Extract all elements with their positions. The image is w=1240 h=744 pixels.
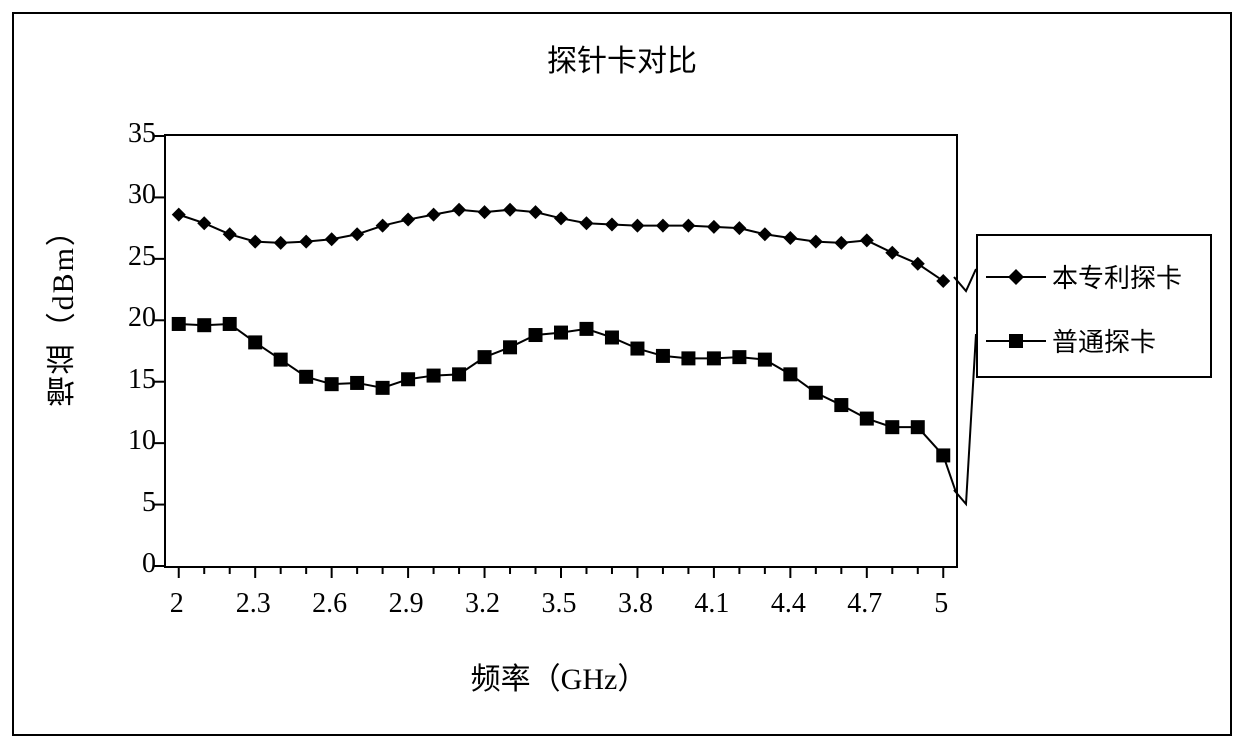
chart-outer-frame: 探针卡对比 增益（dBm） 0 5 10 15 20 25 30 35 2 2.3 2.6 2.9 3… [12, 12, 1232, 736]
y-tick-label: 25 [106, 241, 156, 273]
y-tick-label: 30 [106, 179, 156, 211]
x-tick-label: 3.2 [453, 588, 513, 620]
chart-title: 探针卡对比 [14, 36, 1230, 80]
y-tick-label: 0 [106, 548, 156, 580]
y-tick-label: 15 [106, 364, 156, 396]
x-axis-label: 频率（GHz） [164, 654, 954, 698]
x-tick-label: 2.9 [376, 588, 436, 620]
x-tick-label: 4.7 [835, 588, 895, 620]
chart-svg [166, 136, 956, 566]
y-tick-label: 5 [106, 487, 156, 519]
y-tick-label: 35 [106, 118, 156, 150]
y-tick-label: 10 [106, 425, 156, 457]
plot-area [164, 134, 958, 568]
x-tick-label: 2.3 [223, 588, 283, 620]
legend-item-2: 普通探卡 [986, 322, 1156, 359]
x-tick-label: 4.4 [758, 588, 818, 620]
x-tick-label: 3.5 [529, 588, 589, 620]
legend-marker-square [986, 340, 1046, 342]
y-axis-label: 增益（dBm） [42, 214, 78, 406]
legend-label-2: 普通探卡 [1052, 322, 1156, 359]
legend-marker-diamond [986, 276, 1046, 278]
legend-item-1: 本专利探卡 [986, 258, 1182, 295]
legend: 本专利探卡 普通探卡 [976, 234, 1212, 378]
y-tick-label: 20 [106, 302, 156, 334]
x-tick-label: 2 [147, 588, 207, 620]
x-tick-label: 3.8 [605, 588, 665, 620]
x-tick-label: 5 [911, 588, 971, 620]
x-tick-label: 4.1 [682, 588, 742, 620]
legend-label-1: 本专利探卡 [1052, 258, 1182, 295]
x-tick-label: 2.6 [300, 588, 360, 620]
